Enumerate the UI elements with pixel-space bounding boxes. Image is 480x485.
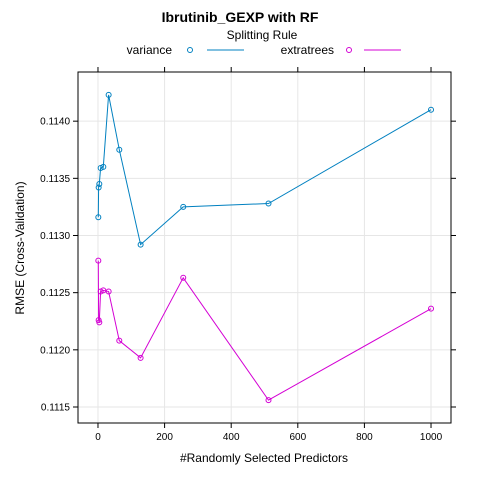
x-tick-label-4: 800	[356, 432, 373, 443]
legend-title: Splitting Rule	[227, 28, 298, 42]
x-tick-label-1: 200	[156, 432, 173, 443]
series-line-extratrees	[97, 260, 432, 401]
point-variance-7	[137, 241, 144, 248]
y-tick-label-0: 0.1115	[41, 402, 71, 413]
point-variance-5	[105, 91, 112, 98]
y-tick-label-2: 0.1125	[40, 288, 70, 299]
y-tick-label-1: 0.1120	[40, 345, 70, 356]
grid-lines	[78, 72, 451, 423]
point-variance-1	[95, 184, 102, 191]
y-tick-label-5: 0.1140	[40, 117, 70, 128]
point-extratrees-6	[116, 337, 123, 344]
chart-title: Ibrutinib_GEXP with RF	[162, 9, 319, 25]
point-variance-9	[265, 200, 272, 207]
plot-frame	[77, 71, 452, 424]
point-extratrees-8	[180, 274, 187, 281]
point-extratrees-2	[96, 319, 103, 326]
point-variance-6	[116, 146, 123, 153]
y-tick-label-4: 0.1135	[40, 174, 70, 185]
x-tick-label-3: 600	[289, 432, 306, 443]
legend-label-variance: variance	[127, 43, 173, 57]
point-extratrees-9	[265, 397, 272, 404]
legend: variance extratrees	[127, 43, 401, 57]
point-extratrees-5	[105, 288, 112, 295]
axes: 0 200 400 600 800 1000 0.1115 0.1120 0.1125 0.113…	[40, 67, 456, 443]
x-tick-label-2: 400	[223, 432, 240, 443]
point-extratrees-10	[428, 305, 435, 312]
point-variance-8	[180, 203, 187, 210]
y-tick-label-3: 0.1130	[40, 231, 70, 242]
point-variance-0	[95, 214, 102, 221]
point-variance-4	[100, 163, 107, 170]
point-extratrees-0	[95, 257, 102, 264]
point-extratrees-7	[137, 354, 144, 361]
legend-marker-extratrees	[346, 47, 352, 53]
point-extratrees-4	[100, 287, 107, 294]
series-layer	[95, 91, 435, 404]
y-axis-label: RMSE (Cross-Validation)	[13, 181, 27, 314]
x-axis-label: #Randomly Selected Predictors	[180, 451, 348, 465]
legend-label-extratrees: extratrees	[281, 43, 334, 57]
x-tick-label-0: 0	[95, 432, 101, 443]
x-tick-label-5: 1000	[420, 432, 443, 443]
point-variance-2	[96, 181, 103, 188]
point-variance-10	[428, 106, 435, 113]
legend-marker-variance	[187, 47, 193, 53]
